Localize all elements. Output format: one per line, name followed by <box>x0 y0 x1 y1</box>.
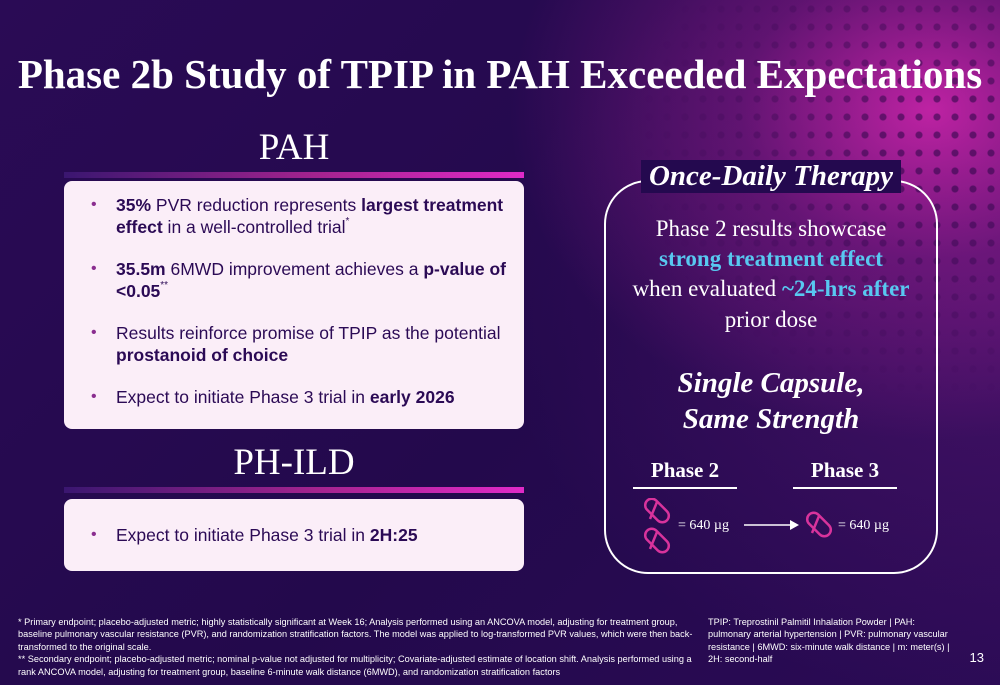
bullet-text: Results reinforce promise of TPIP as the… <box>116 323 501 343</box>
pah-bullet: • 35.5m 6MWD improvement achieves a p-val… <box>64 258 524 302</box>
phase-2-label: Phase 2 <box>650 458 720 482</box>
abbreviations: TPIP: Treprostinil Palmitil Inhalation P… <box>708 617 950 665</box>
capsule-heading: Single Capsule, Same Strength <box>677 367 865 435</box>
phase-3-dose: = 640 µg <box>838 518 889 533</box>
bullet-text: Expect to initiate Phase 3 trial in <box>116 387 370 407</box>
bullet-icon: • <box>91 260 97 277</box>
footnote-marker: ** <box>160 280 169 291</box>
results-line-3: when evaluated ~24-hrs after <box>632 276 910 301</box>
pah-card: • 35% PVR reduction represents largest tr… <box>64 181 524 429</box>
phild-heading: PH-ILD <box>233 442 355 483</box>
footnote-secondary: ** Secondary endpoint; placebo-adjusted … <box>18 654 692 677</box>
therapy-box-title: Once-Daily Therapy <box>604 160 938 193</box>
bullet-text: early 2026 <box>369 387 455 407</box>
results-line-2: strong treatment effect <box>659 246 883 271</box>
dot-pattern <box>640 0 1000 420</box>
bullet-text: p-value of <0.05 <box>116 259 507 301</box>
phild-bullet-list: • Expect to initiate Phase 3 trial in 2H:… <box>64 524 524 546</box>
bullet-text: 35.5m <box>116 259 166 279</box>
phase-2-underline <box>633 487 737 489</box>
bullet-text: PVR reduction represents <box>151 195 362 215</box>
pah-divider <box>64 172 524 178</box>
bullet-text: Expect to initiate Phase 3 trial in <box>116 525 370 545</box>
bullet-icon: • <box>91 324 97 341</box>
phase-3-underline <box>793 487 897 489</box>
results-line-1: Phase 2 results showcase <box>655 216 887 241</box>
bullet-text: 6MWD improvement achieves a <box>165 259 424 279</box>
bullet-icon: • <box>91 388 97 405</box>
results-line-4: prior dose <box>724 307 818 332</box>
footnote-primary: * Primary endpoint; placebo-adjusted met… <box>18 617 693 652</box>
phase-3-label: Phase 3 <box>810 458 880 482</box>
bullet-icon: • <box>91 196 97 213</box>
phild-card: • Expect to initiate Phase 3 trial in 2H:… <box>64 499 524 571</box>
pah-bullet-list: • 35% PVR reduction represents largest tr… <box>64 194 524 408</box>
pah-heading: PAH <box>258 127 330 168</box>
bullet-text: in a well-controlled trial <box>162 217 346 237</box>
footnote-marker: * <box>345 216 350 227</box>
capsule-icon <box>643 498 671 554</box>
pah-bullet: • Results reinforce promise of TPIP as th… <box>64 322 524 366</box>
bullet-text: 2H:25 <box>369 525 418 545</box>
pah-bullet: • 35% PVR reduction represents largest tr… <box>64 194 524 238</box>
bullet-text: 35% <box>116 195 152 215</box>
capsule-icon <box>805 511 833 538</box>
bullet-icon: • <box>91 526 97 543</box>
bullet-text: prostanoid of choice <box>116 345 289 365</box>
phild-divider <box>64 487 524 493</box>
phild-bullet: • Expect to initiate Phase 3 trial in 2H:… <box>64 524 524 546</box>
slide-title: Phase 2b Study of TPIP in PAH Exceeded E… <box>0 50 1000 98</box>
pah-bullet: • Expect to initiate Phase 3 trial in ear… <box>64 386 524 408</box>
title-regular: Phase 2b Study of TPIP in PAH <box>17 51 581 97</box>
bullet-text: largest treatment effect <box>116 195 504 237</box>
phase-2-dose: = 640 µg <box>678 518 729 533</box>
footnotes: * Primary endpoint; placebo-adjusted met… <box>18 616 698 678</box>
arrow-right-icon <box>744 520 799 530</box>
page-number: 13 <box>969 650 984 665</box>
title-bold: Exceeded Expectations <box>580 51 983 97</box>
